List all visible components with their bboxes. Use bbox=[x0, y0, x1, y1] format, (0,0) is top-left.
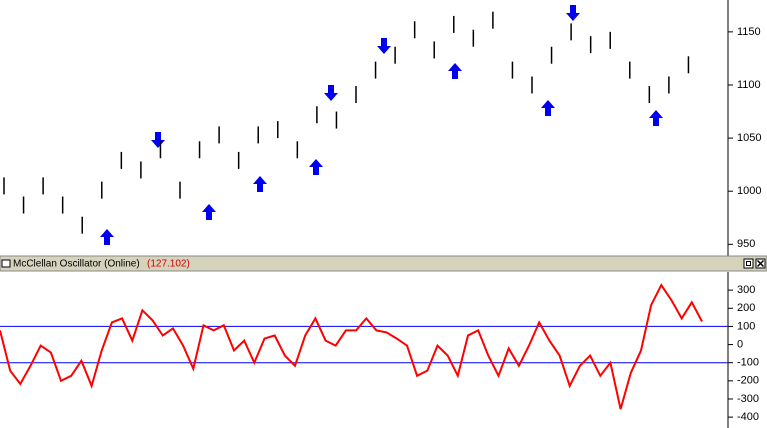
buy-arrow bbox=[309, 159, 323, 175]
maximize-button[interactable] bbox=[743, 258, 754, 269]
y-tick-label: -400 bbox=[737, 411, 759, 423]
buy-arrow bbox=[649, 110, 663, 126]
y-tick-label: -300 bbox=[737, 393, 759, 405]
y-tick-label: 0 bbox=[737, 338, 743, 350]
sell-arrow bbox=[377, 38, 391, 54]
oscillator-line bbox=[0, 283, 703, 410]
buy-arrow bbox=[541, 100, 555, 116]
sell-arrow bbox=[566, 5, 580, 21]
buy-arrow bbox=[100, 229, 114, 245]
y-tick-label: -200 bbox=[737, 375, 759, 387]
y-tick-label: 200 bbox=[737, 302, 755, 314]
sell-arrow bbox=[151, 132, 165, 148]
y-tick-label: 1000 bbox=[737, 185, 761, 197]
panel-last-value: (127.102) bbox=[147, 259, 190, 270]
y-tick-label: 1100 bbox=[737, 79, 761, 91]
panel-icon bbox=[1, 259, 11, 268]
close-icon bbox=[756, 259, 765, 268]
y-tick-label: 1050 bbox=[737, 132, 761, 144]
sell-arrow bbox=[324, 85, 338, 101]
y-tick-label: 300 bbox=[737, 284, 755, 296]
y-tick-label: -100 bbox=[737, 357, 759, 369]
signal-arrows bbox=[100, 5, 663, 245]
buy-arrow bbox=[448, 63, 462, 79]
y-tick-label: 1150 bbox=[737, 26, 761, 38]
panel-title: McClellan Oscillator (Online) bbox=[13, 259, 140, 270]
buy-arrow bbox=[202, 204, 216, 220]
y-tick-label: 100 bbox=[737, 320, 755, 332]
maximize-icon bbox=[746, 261, 751, 266]
panel-header bbox=[0, 255, 767, 272]
buy-arrow bbox=[253, 176, 267, 192]
y-tick-label: 950 bbox=[737, 238, 755, 250]
